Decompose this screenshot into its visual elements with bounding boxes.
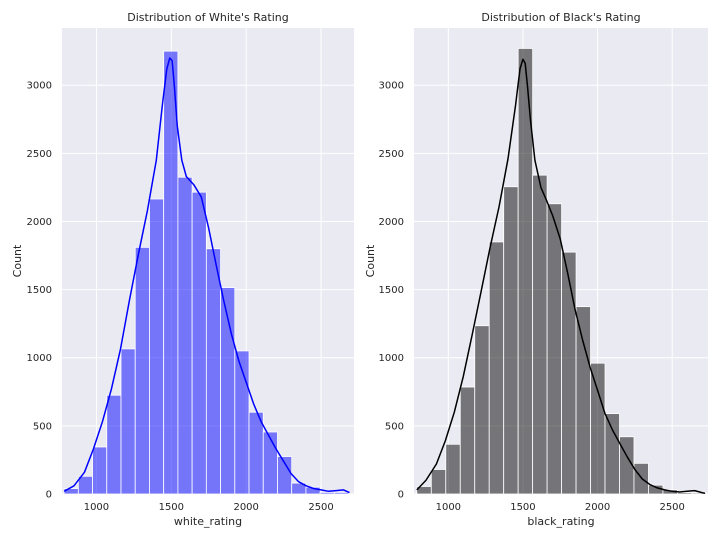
y-tick-label: 3000 (379, 81, 404, 92)
histogram-bar (149, 198, 165, 495)
histogram-bar (503, 186, 519, 495)
x-ticks-white: 1000 1500 2000 2500 (84, 502, 334, 513)
x-axis-label-black: black_rating (527, 515, 594, 528)
histogram-bar (546, 203, 562, 495)
y-tick-label: 2500 (27, 149, 52, 160)
y-tick-label: 3000 (27, 81, 52, 92)
histogram-bar (163, 50, 179, 495)
y-axis-label-black: Count (364, 244, 377, 277)
x-tick-label: 1000 (84, 502, 109, 513)
histogram-bar (604, 413, 620, 495)
y-tick-label: 500 (385, 421, 404, 432)
kde-line-white (63, 57, 350, 494)
chart-white-rating: 1000 1500 2000 2500 0 500 1000 1500 2000 2500 300… (11, 11, 354, 528)
histogram-bar (248, 411, 264, 495)
chart-black-rating: 1000 1500 2000 2500 0 500 1000 1500 2000 2500 300… (364, 11, 708, 528)
x-tick-label: 2000 (585, 502, 610, 513)
histogram-bar (474, 325, 490, 495)
y-tick-label: 1000 (379, 353, 404, 364)
x-axis-label-white: white_rating (174, 515, 242, 528)
histogram-bar (590, 362, 606, 495)
y-tick-label: 500 (33, 421, 52, 432)
histogram-bar (134, 246, 150, 495)
histogram-bar (262, 431, 278, 495)
histogram-bar (561, 251, 577, 495)
histogram-bar (234, 350, 250, 495)
histogram-bar (430, 469, 447, 495)
y-tick-label: 2500 (379, 149, 404, 160)
y-tick-label: 0 (46, 490, 52, 501)
x-tick-label: 2500 (308, 502, 333, 513)
y-tick-label: 0 (398, 490, 404, 501)
histogram-bar (319, 491, 335, 495)
histogram-bar (445, 443, 461, 495)
y-ticks-white: 0 500 1000 1500 2000 2500 3000 (27, 81, 52, 501)
histogram-bar (205, 248, 221, 495)
x-tick-label: 2500 (659, 502, 684, 513)
y-tick-label: 1000 (27, 353, 52, 364)
histogram-bar (532, 174, 548, 495)
histogram-bar (177, 176, 193, 495)
y-tick-label: 1500 (379, 285, 404, 296)
chart-title-white: Distribution of White's Rating (127, 11, 288, 24)
bars-black (416, 48, 707, 495)
histogram-bar (575, 306, 591, 495)
histogram-bar (333, 491, 350, 495)
x-ticks-black: 1000 1500 2000 2500 (436, 502, 685, 513)
histogram-bar (92, 446, 108, 495)
histogram-bar (305, 486, 321, 495)
x-tick-label: 1500 (159, 502, 184, 513)
histogram-bar (77, 475, 93, 495)
y-axis-label-white: Count (11, 244, 24, 277)
x-tick-label: 2000 (233, 502, 258, 513)
chart-title-black: Distribution of Black's Rating (481, 11, 640, 24)
y-tick-label: 2000 (379, 217, 404, 228)
histogram-bar (691, 492, 707, 495)
x-tick-label: 1500 (510, 502, 535, 513)
histogram-bar (677, 492, 693, 495)
histogram-bar (191, 191, 207, 495)
y-tick-label: 1500 (27, 285, 52, 296)
histogram-bar (459, 386, 476, 495)
histogram-bar (106, 394, 122, 495)
histogram-bar (488, 241, 505, 495)
bars-white (63, 50, 350, 495)
y-ticks-black: 0 500 1000 1500 2000 2500 3000 (379, 81, 404, 501)
kde-line-black (416, 58, 706, 495)
x-tick-label: 1000 (436, 502, 461, 513)
y-tick-label: 2000 (27, 217, 52, 228)
histogram-bar (120, 348, 136, 495)
